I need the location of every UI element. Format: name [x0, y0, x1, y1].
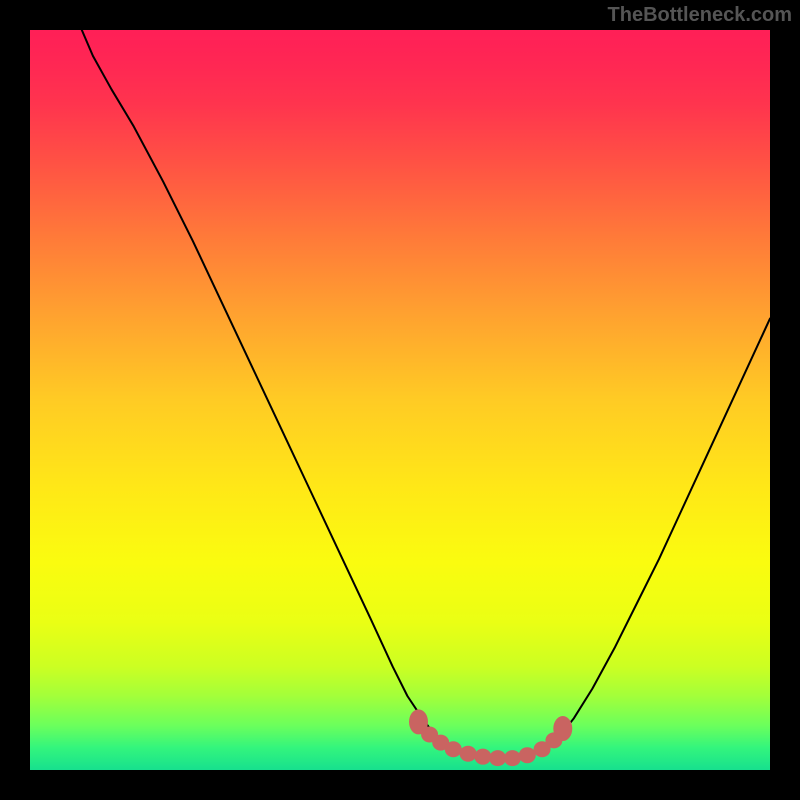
plot-area	[30, 30, 770, 770]
trough-marker	[30, 30, 770, 770]
watermark-text: TheBottleneck.com	[608, 4, 792, 27]
chart-frame: TheBottleneck.com	[0, 0, 800, 800]
